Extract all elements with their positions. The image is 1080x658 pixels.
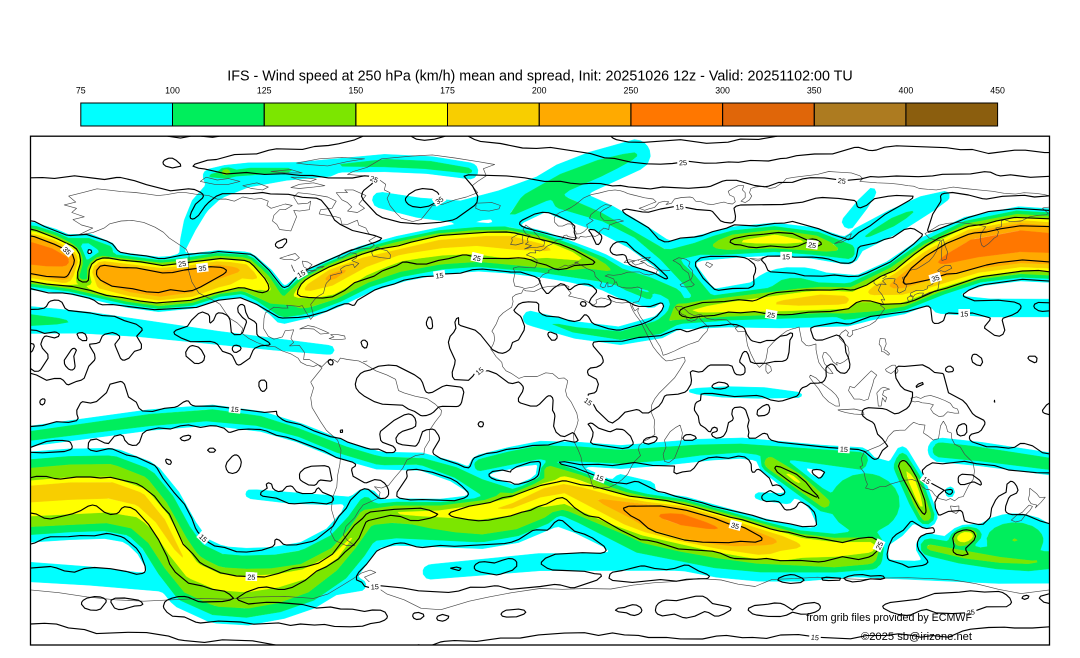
svg-text:IFS - Wind speed at 250 hPa (k: IFS - Wind speed at 250 hPa (km/h) mean … [227, 68, 852, 84]
svg-text:25: 25 [369, 174, 380, 185]
svg-text:15: 15 [960, 310, 968, 319]
svg-text:15: 15 [810, 632, 819, 642]
svg-text:175: 175 [440, 86, 455, 96]
svg-text:15: 15 [582, 396, 594, 408]
svg-text:15: 15 [197, 532, 209, 544]
svg-text:15: 15 [435, 271, 444, 281]
svg-text:35: 35 [434, 194, 446, 206]
svg-text:25: 25 [966, 607, 975, 617]
svg-text:15: 15 [840, 444, 849, 454]
svg-text:25: 25 [874, 540, 886, 551]
svg-text:15: 15 [371, 582, 379, 591]
svg-text:15: 15 [594, 472, 605, 483]
svg-text:400: 400 [899, 86, 914, 96]
svg-text:15: 15 [230, 404, 239, 414]
svg-text:15: 15 [782, 252, 790, 261]
svg-text:15: 15 [675, 202, 684, 212]
svg-text:150: 150 [348, 86, 363, 96]
svg-text:35: 35 [730, 520, 740, 531]
svg-text:25: 25 [247, 572, 255, 581]
svg-text:35: 35 [930, 273, 940, 284]
svg-text:300: 300 [715, 86, 730, 96]
svg-text:350: 350 [807, 86, 822, 96]
svg-text:250: 250 [624, 86, 639, 96]
svg-text:200: 200 [532, 86, 547, 96]
svg-text:15: 15 [921, 474, 933, 486]
svg-text:15: 15 [295, 268, 306, 280]
svg-text:450: 450 [990, 86, 1005, 96]
svg-text:35: 35 [61, 245, 73, 257]
svg-text:25: 25 [837, 176, 846, 186]
svg-text:75: 75 [76, 86, 86, 96]
svg-text:15: 15 [474, 365, 486, 377]
svg-text:from grib files provided by EC: from grib files provided by ECMWF [806, 612, 972, 624]
svg-text:25: 25 [808, 240, 817, 250]
svg-text:125: 125 [257, 86, 272, 96]
svg-text:25: 25 [472, 253, 482, 264]
svg-text:100: 100 [165, 86, 180, 96]
svg-text:25: 25 [766, 310, 775, 320]
svg-text:25: 25 [679, 158, 687, 167]
svg-text:©2025 sb@irizone.net: ©2025 sb@irizone.net [861, 631, 973, 643]
svg-text:25: 25 [178, 259, 187, 269]
svg-text:35: 35 [198, 263, 207, 273]
